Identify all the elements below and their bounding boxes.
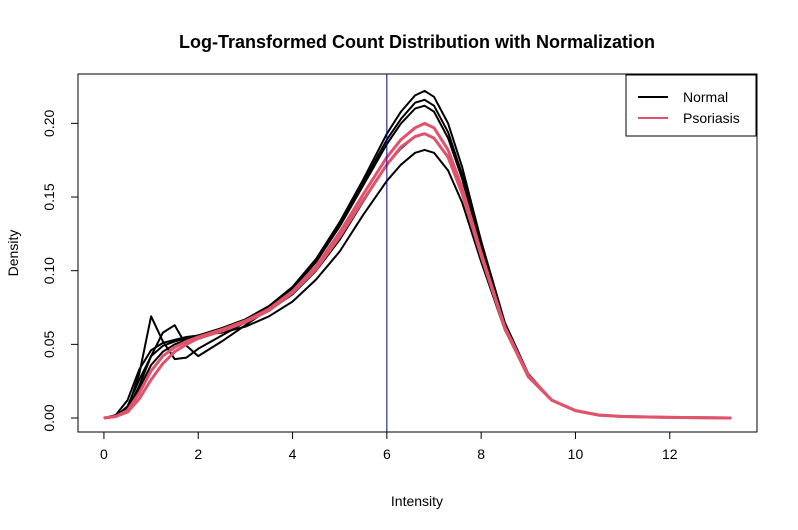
legend-label-normal: Normal — [683, 89, 728, 105]
x-tick-label: 6 — [383, 446, 391, 462]
legend-label-psoriasis: Psoriasis — [683, 110, 740, 126]
y-tick-label: 0.20 — [41, 110, 57, 137]
x-tick-label: 4 — [289, 446, 297, 462]
y-axis-label: Density — [5, 230, 21, 277]
x-axis: 0 2 4 6 8 10 12 — [100, 431, 678, 462]
series-lines — [103, 89, 732, 420]
x-tick-label: 10 — [568, 446, 584, 462]
y-tick-label: 0.00 — [41, 404, 57, 431]
y-tick-label: 0.15 — [41, 183, 57, 210]
x-tick-label: 2 — [194, 446, 202, 462]
series-line-normal-3 — [103, 132, 732, 419]
y-tick-label: 0.05 — [41, 331, 57, 358]
series-line-psoriasis-5 — [103, 121, 732, 420]
series-line-normal-2 — [103, 148, 732, 419]
x-tick-label: 8 — [477, 446, 485, 462]
chart-title: Log-Transformed Count Distribution with … — [179, 32, 655, 52]
series-line-psoriasis-6 — [103, 132, 732, 420]
series-line-normal-1 — [103, 98, 732, 419]
y-tick-label: 0.10 — [41, 257, 57, 284]
legend: Normal Psoriasis — [625, 74, 757, 137]
x-axis-label: Intensity — [391, 493, 443, 509]
y-axis: 0.00 0.05 0.10 0.15 0.20 — [41, 110, 79, 432]
x-tick-label: 0 — [100, 446, 108, 462]
legend-box — [625, 74, 757, 137]
series-line-normal-4 — [103, 89, 732, 419]
x-tick-label: 12 — [662, 446, 678, 462]
